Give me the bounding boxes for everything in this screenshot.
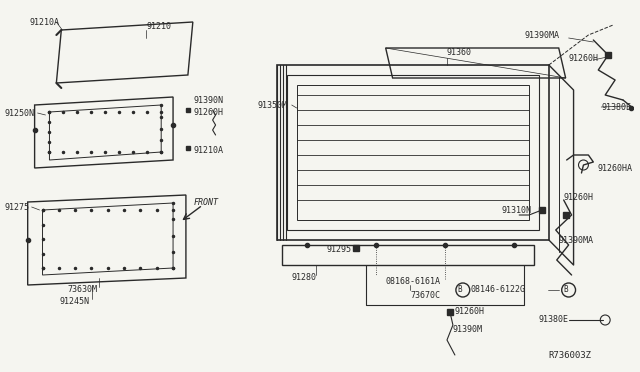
Text: 91380E: 91380E	[601, 103, 631, 112]
Text: 91390MA: 91390MA	[559, 235, 594, 244]
Text: 91350M: 91350M	[257, 100, 287, 109]
Text: 91380E: 91380E	[539, 315, 569, 324]
Text: 08146-6122G: 08146-6122G	[470, 285, 525, 295]
Text: 91210: 91210	[147, 22, 172, 31]
Text: 91210A: 91210A	[194, 145, 224, 154]
Text: 91260H: 91260H	[564, 192, 594, 202]
Text: 91250N: 91250N	[5, 109, 35, 118]
Text: 73670C: 73670C	[410, 291, 440, 299]
Text: 91260H: 91260H	[455, 308, 485, 317]
Text: 91295: 91295	[326, 246, 351, 254]
Text: 91390MA: 91390MA	[524, 31, 559, 39]
Text: 91260HA: 91260HA	[597, 164, 632, 173]
Text: 91260H: 91260H	[568, 54, 598, 62]
Text: 91245N: 91245N	[60, 298, 90, 307]
Text: 91275: 91275	[5, 202, 30, 212]
Text: 91390N: 91390N	[194, 96, 224, 105]
Text: 91310N: 91310N	[501, 205, 531, 215]
Text: B: B	[458, 285, 462, 295]
Text: 91280: 91280	[292, 273, 317, 282]
Text: 91260H: 91260H	[194, 108, 224, 116]
Text: 73630M: 73630M	[67, 285, 97, 295]
Text: 91210A: 91210A	[29, 17, 60, 26]
Text: 08168-6161A: 08168-6161A	[386, 278, 441, 286]
Text: R736003Z: R736003Z	[549, 350, 592, 359]
Text: FRONT: FRONT	[194, 198, 219, 206]
Text: 91390M: 91390M	[453, 326, 483, 334]
Text: 91360: 91360	[447, 48, 472, 57]
Text: B: B	[563, 285, 568, 295]
